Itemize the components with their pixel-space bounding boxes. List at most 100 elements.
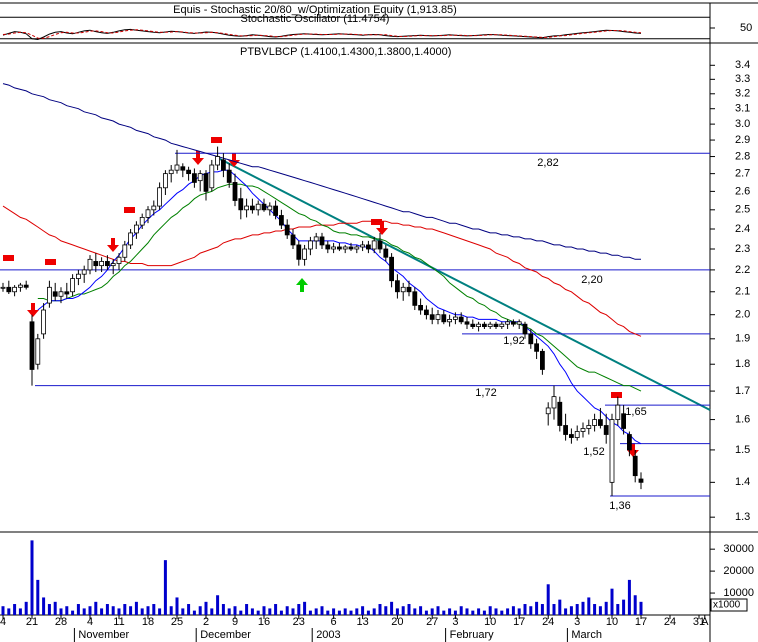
moving-average — [37, 183, 642, 392]
y-tick-label: 1.3 — [735, 511, 750, 523]
y-tick-label: 2.9 — [735, 134, 750, 146]
candle-body — [354, 246, 360, 250]
volume-bar — [227, 608, 231, 615]
candle-body — [41, 309, 46, 335]
y-tick-label: 3.4 — [735, 59, 750, 71]
volume-bar — [523, 604, 527, 615]
candle-body — [180, 166, 186, 171]
candle-body — [598, 419, 603, 426]
candle-body — [493, 323, 499, 327]
volume-bar — [633, 595, 637, 615]
volume-bar — [471, 610, 475, 615]
candle-body — [557, 401, 563, 426]
candle-body — [342, 246, 348, 250]
volume-bar — [297, 604, 301, 615]
candle-body — [592, 419, 597, 426]
candle-body — [290, 234, 296, 246]
volume-bar — [401, 606, 405, 615]
candle-body — [215, 156, 221, 166]
exit-marker — [211, 137, 222, 143]
volume-bar — [76, 604, 80, 615]
y-tick-label: 2.1 — [735, 286, 750, 298]
candle-body — [638, 478, 644, 483]
volume-bar — [221, 604, 225, 615]
volume-bar — [326, 610, 330, 615]
candle-body — [168, 169, 174, 175]
volume-bar — [366, 610, 370, 615]
sell-arrow — [107, 238, 119, 252]
candle-body — [52, 291, 58, 297]
volume-bar — [639, 601, 643, 615]
moving-average — [2, 83, 641, 260]
volume-bar — [7, 608, 11, 615]
volume-bar — [407, 604, 411, 615]
candle-body — [383, 248, 389, 258]
candle-body — [569, 434, 574, 438]
volume-bar — [593, 604, 597, 615]
candle-body — [70, 278, 75, 293]
y-tick-label: 1.4 — [735, 476, 750, 488]
candle-body — [435, 314, 441, 320]
volume-bar — [13, 604, 17, 615]
candle-body — [302, 248, 308, 260]
volume-bar — [552, 604, 556, 615]
volume-bar — [627, 579, 631, 615]
volume-bar — [378, 604, 382, 615]
volume-bar — [152, 604, 156, 615]
y-tick-label: 2.0 — [735, 309, 750, 321]
volume-bar — [210, 608, 214, 615]
x-tick-label: 10 — [484, 616, 496, 628]
volume-bar — [622, 599, 626, 615]
sell-signals — [3, 137, 639, 457]
candle-body — [586, 425, 592, 429]
volume-bar — [291, 608, 295, 615]
candle-body — [458, 316, 464, 323]
volume-bar — [47, 604, 51, 615]
candle-body — [412, 291, 418, 306]
candle-body — [35, 338, 41, 365]
candle-body — [47, 286, 52, 304]
volume-bar — [192, 610, 196, 615]
exit-marker — [45, 259, 56, 265]
candle-body — [133, 224, 139, 234]
candle-body — [307, 240, 313, 250]
candle-body — [336, 246, 342, 250]
candle-body — [534, 343, 539, 352]
candle-body — [29, 321, 35, 370]
volume-bar — [430, 608, 434, 615]
candle-body — [365, 244, 371, 250]
volume-bar — [419, 606, 423, 615]
volume-bar — [129, 606, 133, 615]
volume-bar — [42, 597, 46, 615]
volume-bar — [71, 610, 75, 615]
x-tick-label: 23 — [293, 616, 305, 628]
stochastic-subtitle: Stochastic Oscillator (11.4754) — [241, 13, 390, 25]
candle-body — [615, 404, 621, 420]
month-label: December — [200, 629, 251, 641]
volume-bar — [134, 601, 138, 615]
candle-body — [632, 455, 638, 477]
candle-body — [23, 284, 29, 288]
volume-bar — [274, 604, 278, 615]
y-tick-label: 3.1 — [735, 103, 750, 115]
candle-body — [64, 291, 70, 295]
candle-body — [348, 246, 354, 250]
x-tick-label: 4 — [87, 616, 93, 628]
volume-bar — [169, 606, 173, 615]
candle-body — [261, 203, 267, 211]
volume-bar — [245, 604, 249, 615]
candle-body — [505, 321, 511, 325]
candle-body — [360, 244, 366, 248]
volume-bar — [279, 610, 283, 615]
volume-bar — [604, 601, 608, 615]
y-tick-label: 1.6 — [735, 413, 750, 425]
candle-body — [209, 164, 215, 189]
candle-body — [528, 333, 534, 345]
candle-body — [621, 413, 626, 429]
exit-marker — [124, 207, 135, 213]
volume-bar — [30, 540, 34, 615]
volume-bar — [59, 608, 63, 615]
candle-body — [267, 205, 273, 211]
candle-body — [284, 224, 290, 236]
